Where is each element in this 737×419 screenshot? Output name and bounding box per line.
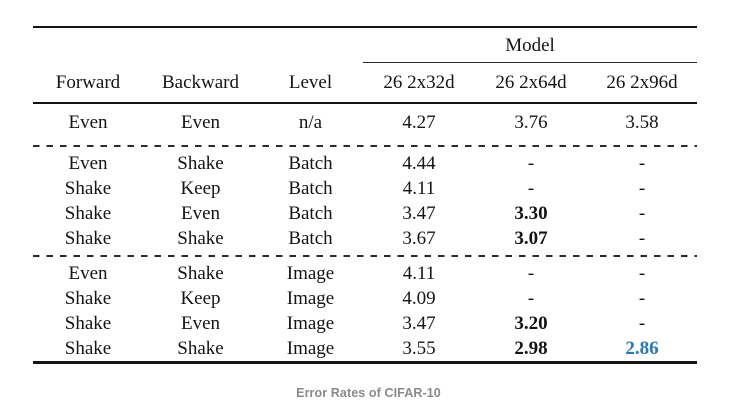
empty-cell <box>33 27 363 63</box>
table-cell: 4.09 <box>402 288 436 309</box>
dashed-separator <box>33 141 698 151</box>
table-cell: 4.27 <box>402 112 436 133</box>
table-cell: Image <box>286 313 335 334</box>
table-cell: 4.44 <box>402 153 436 174</box>
column-header-row: Forward Backward Level 26 2x32d 26 2x64d… <box>33 62 698 104</box>
table-cell-bold: 3.30 <box>514 203 548 224</box>
table-cell: Even <box>68 112 108 133</box>
column-header-26-2x64d: 26 2x64d <box>475 62 587 104</box>
table-row: Shake Keep Image 4.09 - - <box>33 286 697 311</box>
table-row: Shake Shake Batch 3.67 3.07 - <box>33 226 697 251</box>
table-row: Even Even n/a 4.27 3.76 3.58 <box>33 103 697 141</box>
table-row: Even Shake Batch 4.44 - - <box>33 151 697 176</box>
dashed-rule <box>33 145 698 147</box>
column-header-backward: Backward <box>143 62 258 104</box>
table-cell: Even <box>180 203 221 224</box>
table-cell-bold: 2.98 <box>514 338 548 359</box>
table-row: Shake Even Batch 3.47 3.30 - <box>33 201 697 226</box>
table-cell: Shake <box>64 178 112 199</box>
table-cell: Batch <box>288 178 333 199</box>
table-cell: Shake <box>64 203 112 224</box>
table-cell: 4.11 <box>402 263 436 284</box>
table-cell: Shake <box>64 338 112 359</box>
table-cell: Image <box>286 338 335 359</box>
table-caption: Error Rates of CIFAR-10 <box>296 386 441 400</box>
model-group-row: Model <box>33 27 698 63</box>
table-cell: Even <box>180 313 221 334</box>
table-cell: - <box>638 313 646 334</box>
table-row: Shake Even Image 3.47 3.20 - <box>33 311 697 336</box>
table-row: Shake Keep Batch 4.11 - - <box>33 176 697 201</box>
table-cell: 3.47 <box>402 203 436 224</box>
table-cell: - <box>638 228 646 249</box>
table-cell: Shake <box>64 313 112 334</box>
model-group-header: Model <box>363 27 698 63</box>
table-cell-bold: 3.20 <box>514 313 548 334</box>
table-cell: Shake <box>177 263 224 284</box>
table-cell: Shake <box>177 338 224 359</box>
column-header-26-2x32d: 26 2x32d <box>363 62 475 104</box>
table-cell: 3.58 <box>625 112 659 133</box>
column-header-level: Level <box>258 62 363 104</box>
table-cell: Shake <box>177 153 224 174</box>
table-cell: Image <box>286 263 335 284</box>
table-cell: Even <box>68 153 108 174</box>
dashed-rule <box>33 255 698 257</box>
table-cell: 3.67 <box>402 228 436 249</box>
table-cell: - <box>527 288 535 309</box>
table-cell: - <box>638 178 646 199</box>
column-header-26-2x96d: 26 2x96d <box>587 62 698 104</box>
table-cell: 4.11 <box>402 178 436 199</box>
table-row: Even Shake Image 4.11 - - <box>33 261 697 286</box>
table-cell: 3.55 <box>402 338 436 359</box>
table-cell: - <box>638 203 646 224</box>
table-cell: - <box>638 288 646 309</box>
table-cell: 3.76 <box>514 112 548 133</box>
table-cell: 3.47 <box>402 313 436 334</box>
table-cell: - <box>527 263 535 284</box>
table-cell-best-result: 2.86 <box>625 338 659 359</box>
table-cell: Shake <box>177 228 224 249</box>
table-cell: - <box>638 153 646 174</box>
table-cell: Shake <box>64 228 112 249</box>
table-cell: Batch <box>288 203 333 224</box>
table-cell: - <box>527 178 535 199</box>
table-cell: Image <box>286 288 335 309</box>
table-cell: n/a <box>298 112 323 133</box>
column-header-forward: Forward <box>33 62 143 104</box>
table-cell: Shake <box>64 288 112 309</box>
table-cell: Batch <box>288 153 333 174</box>
table-cell: Batch <box>288 228 333 249</box>
table-cell: Keep <box>180 288 221 309</box>
table-cell: Even <box>180 112 221 133</box>
table-cell: Keep <box>180 178 221 199</box>
table-cell: - <box>638 263 646 284</box>
dashed-separator <box>33 251 698 261</box>
table-row: Shake Shake Image 3.55 2.98 2.86 <box>33 336 697 363</box>
error-rates-table: Model Forward Backward Level 26 2x32d 26… <box>33 26 698 364</box>
table-cell-bold: 3.07 <box>514 228 548 249</box>
table-cell: Even <box>68 263 108 284</box>
table-cell: - <box>527 153 535 174</box>
